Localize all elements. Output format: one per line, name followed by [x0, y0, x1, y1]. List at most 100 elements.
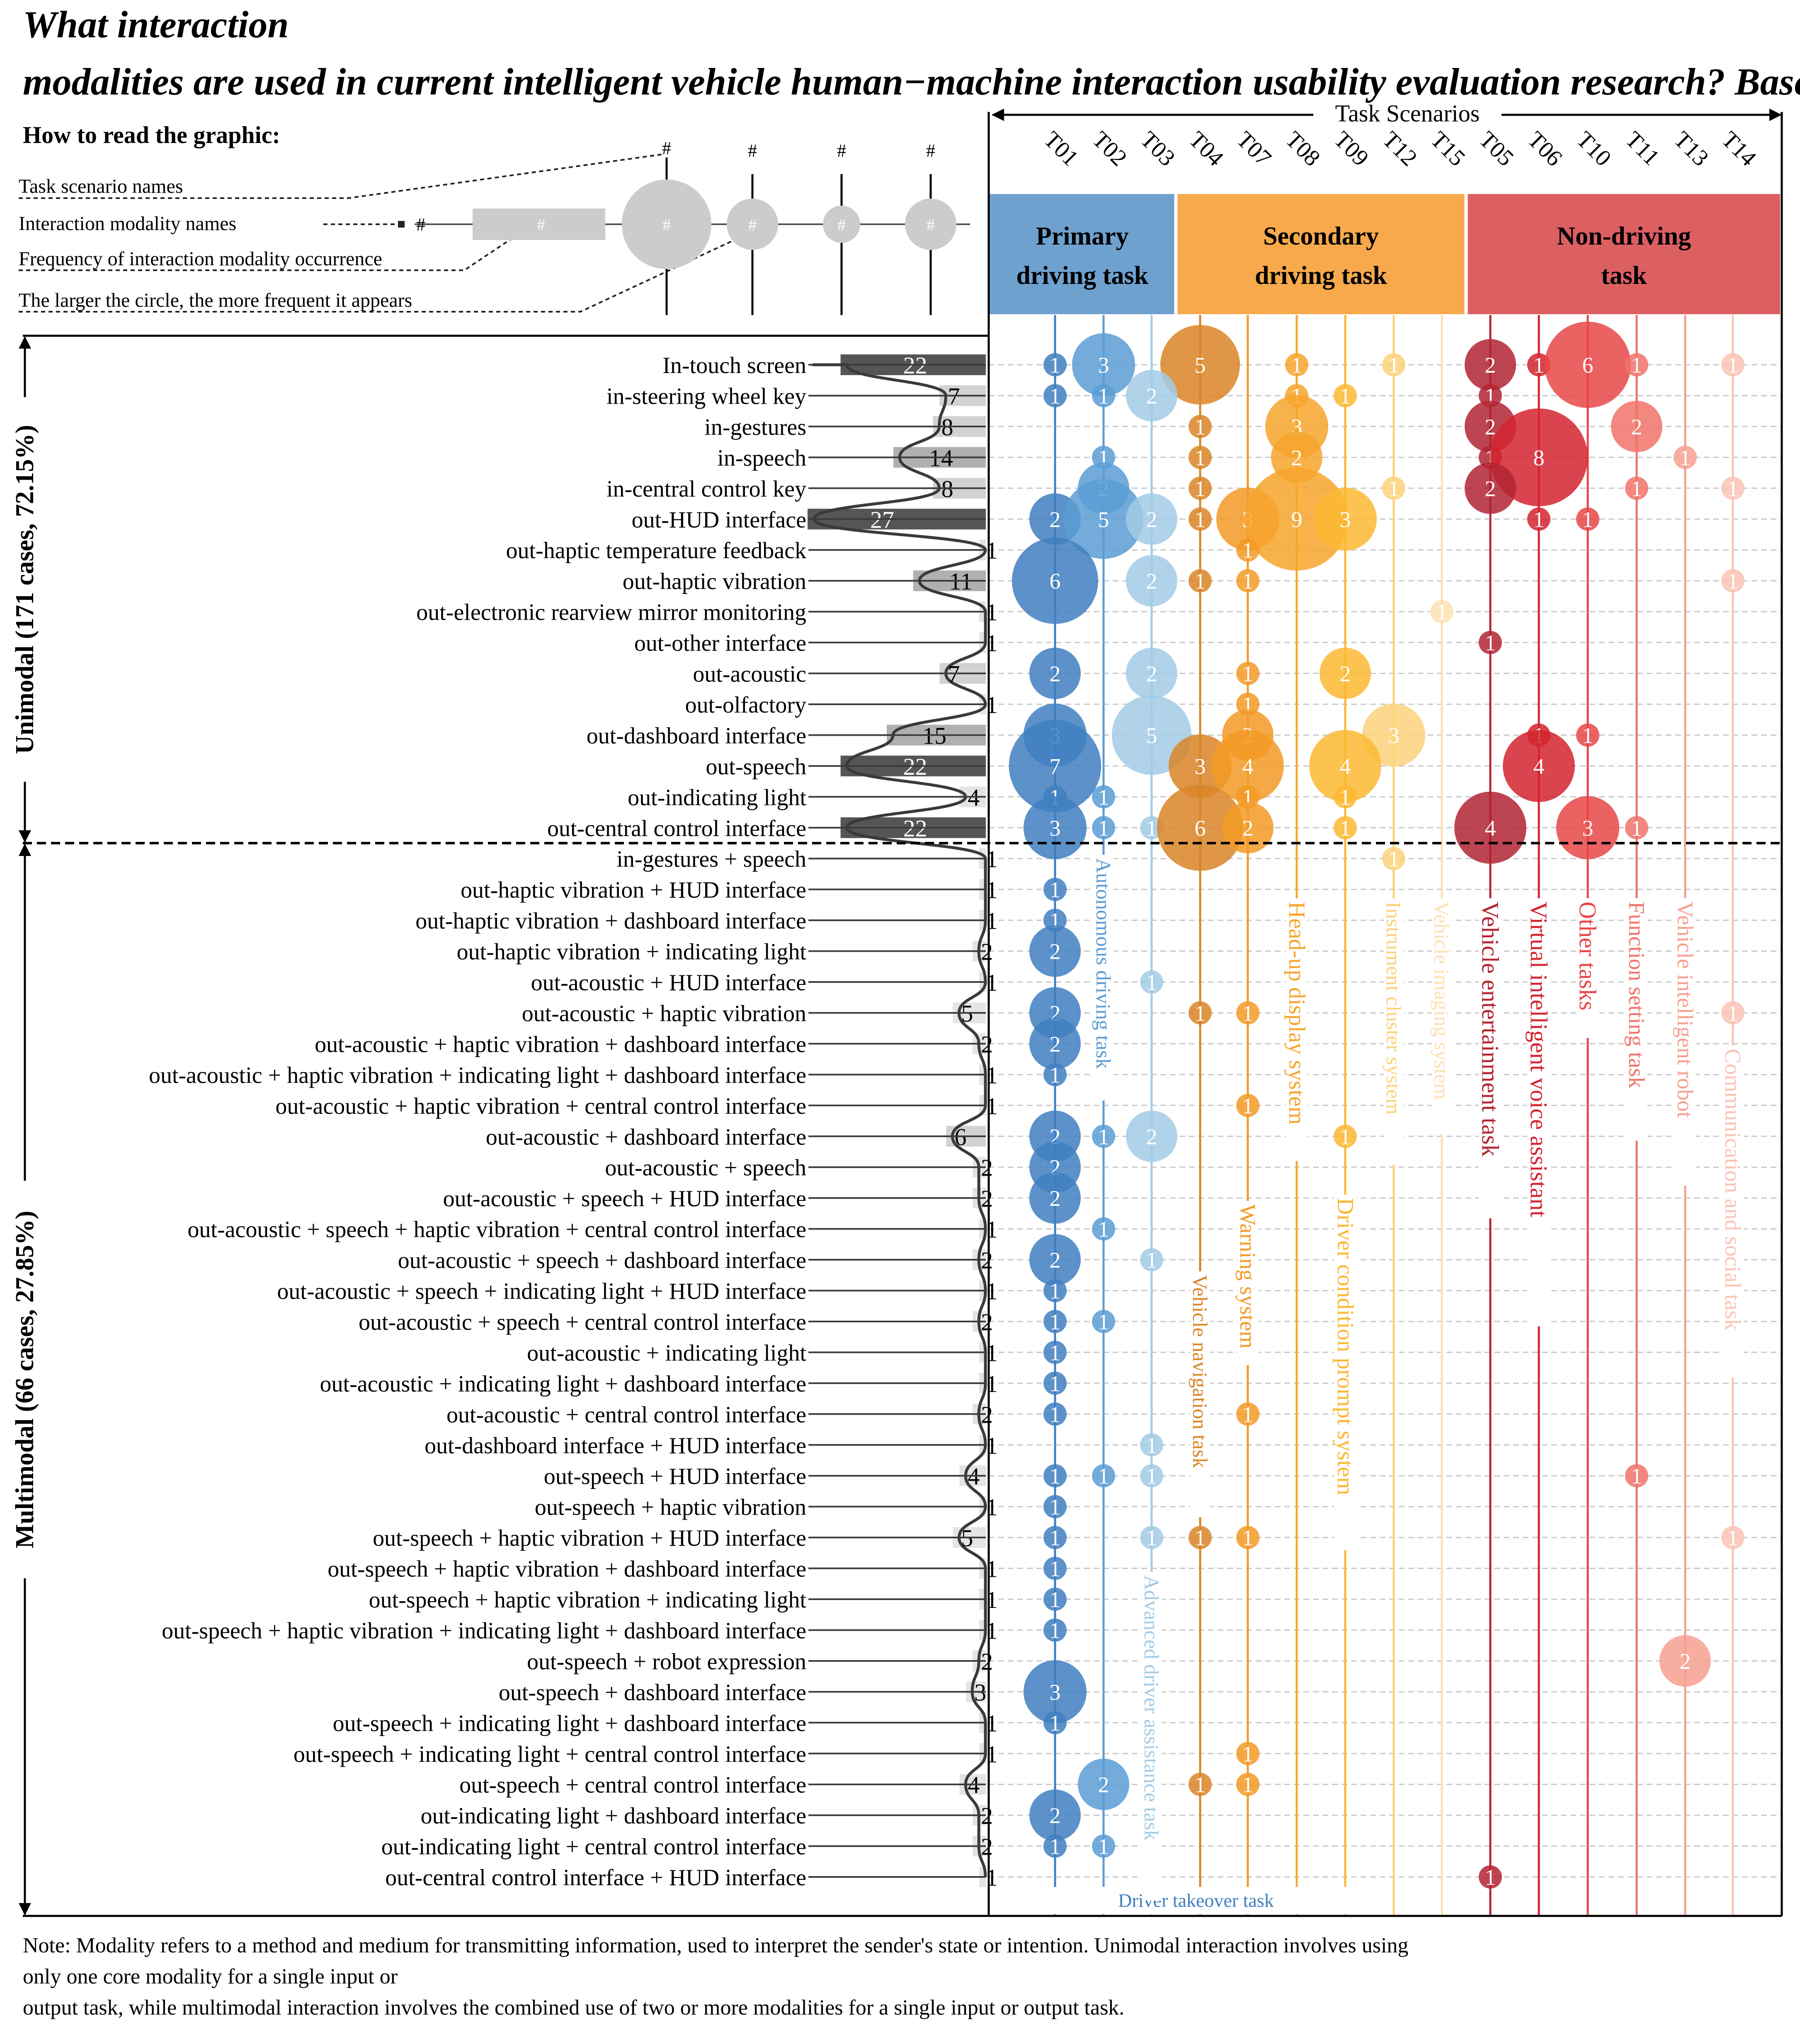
- bubble-t10: 1: [1576, 723, 1599, 748]
- bubble-value: 1: [1680, 445, 1691, 470]
- row-label: out-central control interface + HUD inte…: [385, 1865, 806, 1891]
- bubble-value: 2: [1485, 353, 1496, 378]
- bubble-t02: 5: [1064, 479, 1143, 559]
- bubble-circle: [1043, 384, 1067, 407]
- bubble-value: 1: [1050, 1309, 1061, 1334]
- row-label: out-speech: [706, 754, 806, 780]
- bubble-t11: 1: [1625, 1464, 1648, 1489]
- bubble-value: 1: [1098, 383, 1109, 408]
- bubble-value: 1: [1388, 353, 1400, 378]
- row-total-value: 1: [986, 630, 998, 657]
- bubble-circle: [1072, 333, 1135, 397]
- column-label-t15: Vehicle imaging system: [1430, 902, 1453, 1100]
- legend-circle-medium: [727, 199, 778, 250]
- bubble-circle: [1382, 353, 1405, 376]
- row-label: in-steering wheel key: [606, 383, 806, 409]
- bubble-t10: 3: [1556, 796, 1620, 859]
- row-total-value: 1: [986, 1586, 998, 1613]
- bubble-t07: 2: [1222, 802, 1274, 853]
- row-label: out-indicating light: [628, 785, 806, 810]
- bubble-value: 2: [1680, 1649, 1691, 1674]
- bubble-circle: [1625, 476, 1648, 500]
- row-label: out-acoustic + speech + central control …: [359, 1309, 806, 1335]
- bubble-value: 1: [1098, 1464, 1109, 1489]
- bubble-value: 6: [1050, 569, 1061, 594]
- row-total-value: 1: [986, 1370, 998, 1397]
- bubble-t06: 1: [1527, 507, 1550, 532]
- bubble-value: 1: [1631, 1464, 1642, 1489]
- column-label-background: [1384, 898, 1404, 1165]
- column-id-t10: T10: [1572, 126, 1616, 171]
- bubble-t01: 2: [1029, 1172, 1081, 1224]
- bubble-t01: 7: [1009, 720, 1101, 812]
- bubble-circle: [1236, 1526, 1259, 1549]
- bubble-t05: 1: [1479, 630, 1502, 655]
- row-total-value: 1: [986, 1494, 998, 1521]
- group-label-multimodal: Multimodal (66 cases, 27.85%): [11, 1211, 39, 1549]
- category-boxes: Primary driving task Secondary driving task…: [989, 194, 1780, 314]
- bubble-value: 2: [1050, 1186, 1061, 1211]
- bubble-t09: 1: [1334, 785, 1357, 810]
- bubble-value: 1: [1050, 1557, 1061, 1581]
- bubble-t11: 2: [1611, 400, 1662, 452]
- bubble-value: 1: [1050, 1587, 1061, 1612]
- leader-line-task: [19, 153, 664, 199]
- category-box: [1468, 194, 1780, 314]
- bubble-value: 4: [1485, 816, 1496, 841]
- row-label: out-electronic rearview mirror monitorin…: [416, 600, 806, 626]
- bubble-circle: [1126, 493, 1177, 545]
- bubble-circle: [1611, 400, 1662, 452]
- bubble-circle: [1029, 1234, 1081, 1286]
- legend-modality-names: Interaction modality names: [19, 213, 236, 235]
- row-total-value: 1: [986, 1339, 998, 1366]
- legend-hash: #: [416, 214, 425, 235]
- bubble-circle: [1189, 415, 1212, 438]
- bubble-circle: [1012, 538, 1099, 624]
- bubble-circle: [1029, 1172, 1081, 1224]
- legend-task-scenario-names: Task scenario names: [19, 175, 183, 197]
- bubble-circle: [1236, 1001, 1259, 1025]
- bubble-circle: [1334, 785, 1357, 809]
- bubble-value: 1: [1582, 507, 1594, 532]
- bubble-circle: [1212, 730, 1284, 802]
- bubble-circle: [1092, 1464, 1115, 1488]
- bubble-value: 1: [1727, 569, 1739, 594]
- column-label-background: [1479, 898, 1502, 1218]
- bubble-circle: [1721, 353, 1744, 376]
- bubble-value: 1: [1146, 1433, 1157, 1458]
- bubble-circle: [1625, 353, 1648, 376]
- bubble-value: 1: [1727, 476, 1739, 501]
- bubble-value: 1: [1242, 1094, 1254, 1118]
- bubble-t01: 1: [1043, 353, 1067, 378]
- bubble-t07: 1: [1236, 1772, 1259, 1797]
- legend-hash: #: [537, 216, 545, 234]
- bubble-t01: 1: [1043, 1711, 1067, 1736]
- row-total-value: 1: [986, 1741, 998, 1768]
- bubble-circle: [1721, 476, 1744, 500]
- bubble-t11: 1: [1625, 353, 1648, 378]
- bubble-t01: 6: [1012, 538, 1099, 624]
- bubble-circle: [1157, 784, 1244, 871]
- bubble-circle: [1160, 325, 1240, 405]
- row-label: out-indicating light + central control i…: [381, 1834, 806, 1860]
- row-total-value: 1: [986, 969, 998, 996]
- bubble-value: 1: [1242, 1402, 1254, 1427]
- bubble-circle: [1576, 723, 1599, 747]
- bubble-t13: 1: [1674, 445, 1697, 470]
- bubble-circle: [1430, 600, 1453, 623]
- bubble-t02: 1: [1092, 785, 1115, 810]
- note-line-3: output task, while multimodal interactio…: [23, 1996, 1124, 2020]
- bubble-t15: 1: [1430, 600, 1453, 625]
- bubble-t09: 1: [1334, 816, 1357, 841]
- row-label: out-acoustic + haptic vibration: [522, 1001, 806, 1026]
- row-label: out-haptic vibration + HUD interface: [461, 878, 806, 903]
- row-label: out-speech + dashboard interface: [499, 1680, 806, 1705]
- category-primary-driving-task: Primary driving task: [989, 194, 1174, 314]
- bubble-value: 1: [1050, 1402, 1061, 1427]
- bubble-circle: [1236, 785, 1259, 809]
- bubble-circle: [1092, 785, 1115, 809]
- bubble-t05: 4: [1454, 791, 1526, 864]
- column-label-t06: Virtual intelligent voice assistant: [1526, 902, 1553, 1217]
- bubble-t01: 1: [1043, 1309, 1067, 1334]
- bubble-t05: 1: [1479, 1865, 1502, 1890]
